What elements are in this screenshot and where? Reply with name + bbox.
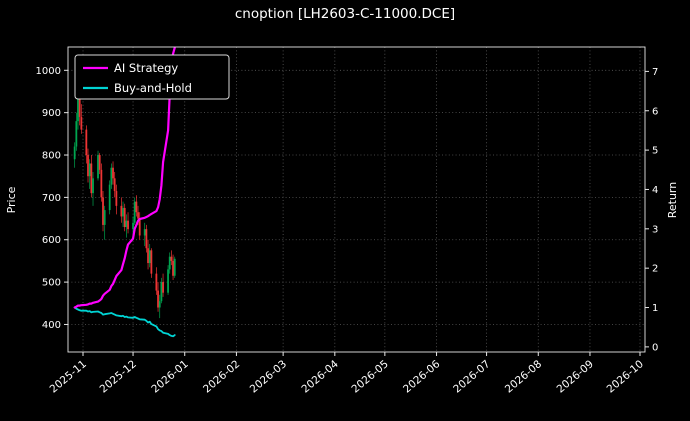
candle-body xyxy=(87,155,89,177)
candlestick-series xyxy=(73,91,176,319)
candle-body xyxy=(113,178,116,192)
candle-body xyxy=(132,222,134,230)
candle-body xyxy=(75,121,78,147)
date-tick-label: 2026-01 xyxy=(149,358,190,395)
candle-body xyxy=(168,256,171,270)
candle-body xyxy=(102,197,104,225)
candle-body xyxy=(80,116,83,130)
candle-body xyxy=(167,269,169,293)
candle-body xyxy=(150,250,153,274)
price-tick-label: 500 xyxy=(42,278,61,289)
return-tick-label: 2 xyxy=(652,264,658,275)
candle-body xyxy=(100,169,103,198)
candle-body xyxy=(123,207,126,228)
plot-area xyxy=(73,47,176,338)
candle-body xyxy=(92,178,94,194)
candle-body xyxy=(78,95,81,117)
return-tick-label: 6 xyxy=(652,106,658,117)
date-tick-label: 2026-07 xyxy=(451,358,492,395)
price-tick-label: 1000 xyxy=(36,66,61,77)
candle-body xyxy=(147,248,149,264)
date-tick-label: 2025-11 xyxy=(48,358,89,395)
return-tick-label: 5 xyxy=(652,146,658,157)
date-tick-label: 2026-09 xyxy=(555,358,596,395)
candle-body xyxy=(110,167,113,185)
left-axis-label: Price xyxy=(5,186,18,213)
candle-body xyxy=(143,229,146,236)
candle-body xyxy=(90,163,93,194)
candle-body xyxy=(88,163,91,177)
date-tick-label: 2026-08 xyxy=(503,358,544,395)
candle-body xyxy=(85,129,88,156)
candle-body xyxy=(148,250,151,264)
return-tick-label: 4 xyxy=(652,185,658,196)
price-tick-label: 600 xyxy=(42,235,61,246)
candle-body xyxy=(172,260,174,276)
price-tick-label: 700 xyxy=(42,193,61,204)
candle-body xyxy=(112,167,114,179)
candle-body xyxy=(155,273,158,291)
candle-body xyxy=(137,212,139,219)
legend-item-buy-and-hold: Buy-and-Hold xyxy=(83,81,192,95)
candle-body xyxy=(173,258,176,276)
ai-strategy-line xyxy=(73,47,176,309)
date-tick-label: 2025-12 xyxy=(98,358,139,395)
candle-body xyxy=(135,201,138,213)
date-tick-label: 2026-04 xyxy=(299,358,341,396)
candle-body xyxy=(97,155,99,179)
legend-box xyxy=(74,54,230,100)
price-tick-label: 900 xyxy=(42,108,61,119)
date-tick-label: 2026-03 xyxy=(248,358,289,395)
return-tick-label: 3 xyxy=(652,224,658,235)
return-tick-label: 1 xyxy=(652,303,658,314)
candle-body xyxy=(157,290,159,308)
price-tick-label: 400 xyxy=(42,320,61,331)
candle-body xyxy=(162,282,164,293)
legend-item-ai-strategy: AI Strategy xyxy=(83,61,178,75)
candle-body xyxy=(120,205,123,217)
candle-body xyxy=(115,191,118,206)
candle-body xyxy=(133,201,136,223)
price-tick-label: 800 xyxy=(42,151,61,162)
plot-border xyxy=(67,46,646,353)
candle-body xyxy=(73,146,76,160)
candle-body xyxy=(158,301,161,308)
candle-body xyxy=(122,207,124,217)
right-axis-label: Return xyxy=(666,182,679,219)
return-tick-label: 0 xyxy=(652,342,658,353)
candle-body xyxy=(127,220,129,230)
date-tick-label: 2026-10 xyxy=(605,358,646,395)
legend-label-ai-strategy: AI Strategy xyxy=(114,61,178,75)
candle-body xyxy=(145,229,148,249)
buy-and-hold-line xyxy=(73,306,176,338)
return-tick-label: 7 xyxy=(652,67,658,78)
candle-body xyxy=(125,220,128,228)
candle-body xyxy=(160,282,163,302)
date-tick-label: 2026-02 xyxy=(201,358,242,395)
candle-body xyxy=(103,210,106,225)
candle-body xyxy=(98,155,101,170)
date-tick-label: 2026-06 xyxy=(401,358,443,396)
chart-title: cnoption [LH2603-C-11000.DCE] xyxy=(235,6,455,22)
candle-body xyxy=(77,95,79,122)
legend: AI Strategy Buy-and-Hold xyxy=(74,54,230,100)
candle-body xyxy=(108,184,111,211)
legend-label-buy-and-hold: Buy-and-Hold xyxy=(114,81,192,95)
date-tick-label: 2026-05 xyxy=(349,358,390,395)
candle-body xyxy=(170,256,173,261)
candle-body xyxy=(138,218,141,236)
